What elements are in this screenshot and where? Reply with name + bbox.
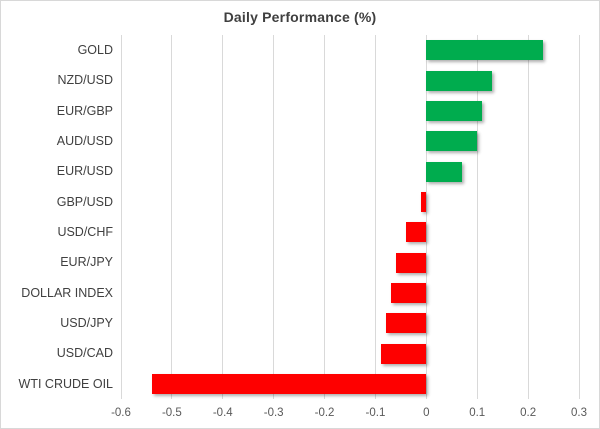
category-label: USD/CHF [57,225,113,240]
category-label: USD/CAD [56,346,113,361]
bar-gold [426,40,544,61]
x-tick-label: 0.3 [571,407,587,419]
bar-gbp-usd [421,191,427,212]
gridline [120,35,122,399]
category-label: AUD/USD [56,134,113,149]
gridline [578,35,580,399]
bar-wti-crude-oil [151,373,427,394]
x-tick-label: -0.6 [111,407,131,419]
x-tick-label: -0.2 [314,407,335,419]
x-tick-label: 0.2 [520,407,537,419]
bar-eur-gbp [426,100,483,121]
gridline [425,35,427,399]
category-label: GBP/USD [56,194,113,209]
gridline [527,35,529,399]
category-label: DOLLAR INDEX [21,285,113,300]
plot-area [120,35,580,399]
category-label: WTI CRUDE OIL [18,376,113,391]
x-tick-label: 0.1 [469,407,486,419]
bar-eur-usd [426,161,462,182]
gridline [476,35,478,399]
chart-title: Daily Performance (%) [223,9,377,25]
gridline [324,35,326,399]
x-tick-label: 0 [423,407,430,419]
gridline [171,35,173,399]
x-tick-label: -0.4 [212,407,233,419]
bar-usd-chf [405,222,427,243]
category-label: EUR/GBP [56,103,113,118]
bar-nzd-usd [426,70,493,91]
x-tick-label: -0.3 [263,407,284,419]
x-tick-label: -0.1 [365,407,386,419]
bar-usd-cad [380,343,427,364]
x-tick-label: -0.5 [161,407,182,419]
gridline [273,35,275,399]
category-label: EUR/JPY [60,255,113,270]
gridline [222,35,224,399]
gridline [374,35,376,399]
category-label: NZD/USD [57,73,113,88]
bar-aud-usd [426,131,478,152]
category-label: GOLD [77,43,113,58]
category-label: EUR/USD [56,164,113,179]
bar-eur-jpy [395,252,427,273]
bar-usd-jpy [385,313,427,334]
bar-dollar-index [390,282,427,303]
category-label: USD/JPY [60,316,113,331]
